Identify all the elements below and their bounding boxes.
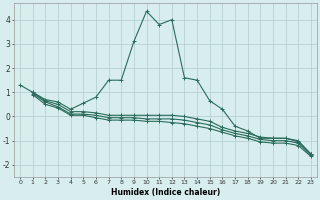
X-axis label: Humidex (Indice chaleur): Humidex (Indice chaleur) (111, 188, 220, 197)
